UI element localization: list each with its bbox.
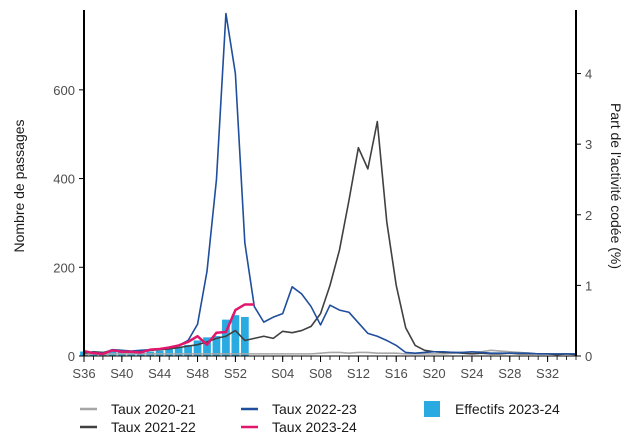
bar-effectifs-S45	[165, 349, 174, 356]
right-tick-label-4: 4	[585, 67, 592, 82]
left-tick-label-600: 600	[53, 83, 75, 98]
left-tick-label-0: 0	[68, 349, 75, 364]
series-line-taux-2022-23	[83, 12, 576, 355]
bar-effectifs-S46	[174, 347, 183, 356]
bar-effectifs-S53	[240, 316, 249, 356]
x-ticks: S36 S40 S44 S48 S52 S04 S08 S12 S16 S20 S24 S28 S32	[72, 356, 577, 381]
right-tick-label-0: 0	[585, 349, 592, 364]
right-tick-label-3: 3	[585, 137, 592, 152]
x-tick-label-S28: S28	[498, 366, 521, 381]
left-tick-label-400: 400	[53, 172, 75, 187]
x-tick-label-S20: S20	[423, 366, 446, 381]
legend-label-2023-24: Taux 2023-24	[272, 419, 357, 435]
legend: Taux 2020-21 Taux 2021-22 Taux 2022-23 T…	[80, 401, 560, 435]
x-tick-label-S16: S16	[385, 366, 408, 381]
x-tick-label-S24: S24	[460, 366, 483, 381]
x-tick-label-S08: S08	[309, 366, 332, 381]
bar-effectifs-S52	[231, 315, 240, 356]
right-tick-label-1: 1	[585, 278, 592, 293]
x-tick-label-S48: S48	[186, 366, 209, 381]
legend-label-2020-21: Taux 2020-21	[111, 401, 196, 417]
right-ticks: 0 1 2 3 4	[576, 67, 592, 364]
legend-swatch-effectifs	[424, 401, 440, 417]
x-tick-label-S36: S36	[72, 366, 95, 381]
left-ticks: 0 200 400 600	[53, 83, 84, 364]
bar-effectifs-S47	[184, 344, 192, 356]
x-tick-label-S32: S32	[536, 366, 559, 381]
x-tick-label-S12: S12	[347, 366, 370, 381]
lines-layer	[83, 12, 577, 356]
legend-label-2021-22: Taux 2021-22	[111, 419, 196, 435]
legend-label-2022-23: Taux 2022-23	[272, 401, 357, 417]
series-line-taux-2021-22	[83, 120, 577, 356]
bar-effectifs-S48	[193, 340, 202, 356]
bar-effectifs-S51	[222, 319, 230, 356]
bar-effectifs-S50	[212, 336, 221, 356]
x-tick-label-S40: S40	[110, 366, 133, 381]
legend-label-effectifs: Effectifs 2023-24	[455, 401, 560, 417]
x-tick-label-S44: S44	[148, 366, 171, 381]
y-axis-title-left: Nombre de passages	[11, 119, 27, 252]
x-tick-label-S04: S04	[271, 366, 294, 381]
series-line-taux-2023-24	[83, 303, 255, 356]
series-line-taux-2020-21	[83, 349, 576, 356]
left-tick-label-200: 200	[53, 260, 75, 275]
right-tick-label-2: 2	[585, 208, 592, 223]
x-tick-label-S52: S52	[224, 366, 247, 381]
y-axis-title-right: Part de l'activité codée (%)	[608, 103, 624, 269]
bar-effectifs-S49	[203, 337, 211, 356]
